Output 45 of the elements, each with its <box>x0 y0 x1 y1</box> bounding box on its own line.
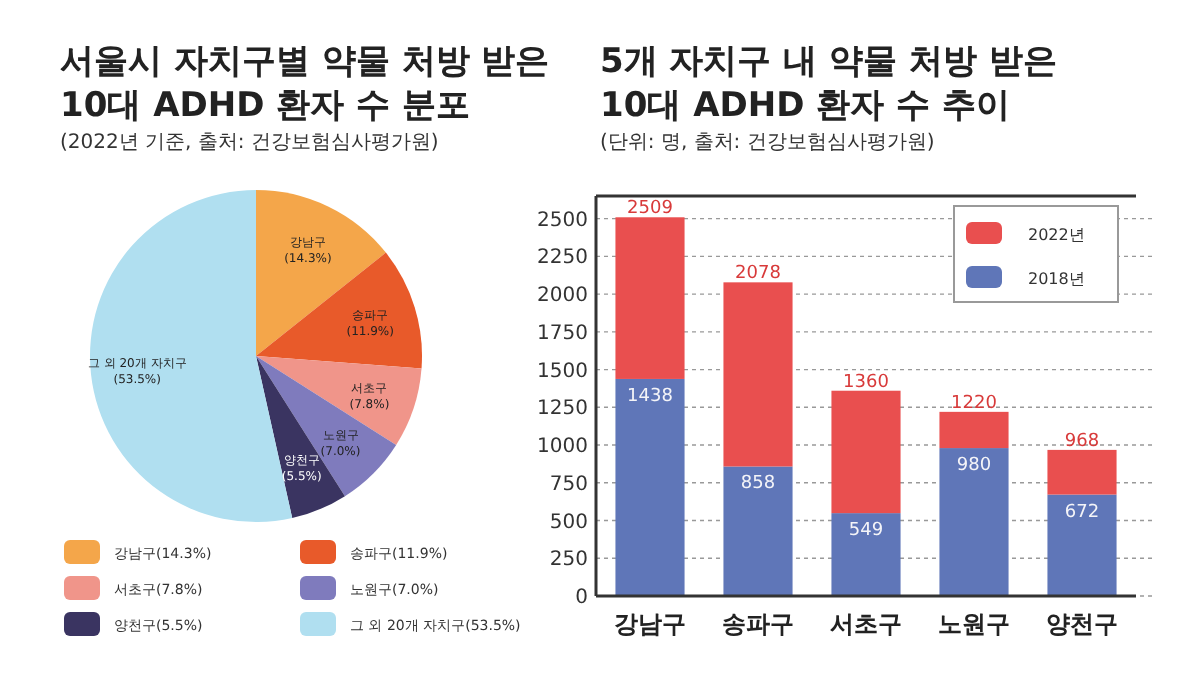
legend-label: 2018년 <box>1028 270 1085 288</box>
x-tick-label: 양천구 <box>1046 610 1118 638</box>
chart-subtitle: (2022년 기준, 출처: 건강보험심사평가원) <box>60 132 439 154</box>
bar <box>615 217 685 379</box>
total-label: 1220 <box>951 393 998 414</box>
total-label: 1360 <box>843 372 890 393</box>
y-tick-label: 0 <box>575 587 588 609</box>
y-tick-label: 1250 <box>537 398 588 421</box>
y-tick-label: 1500 <box>537 360 588 383</box>
bar <box>939 448 1009 596</box>
data-label: 1438 <box>627 386 674 407</box>
legend-label: 2022년 <box>1028 226 1085 244</box>
pie-slice <box>256 252 422 369</box>
bar <box>615 378 685 596</box>
y-tick-label: 500 <box>549 511 588 534</box>
chart-title: 5개 자치구 내 약물 처방 받은 10대 ADHD 환자 수 추이 <box>600 42 1057 126</box>
data-label: 549 <box>848 521 884 542</box>
y-tick-label: 250 <box>549 549 588 572</box>
y-tick-label: 750 <box>549 473 588 496</box>
data-label: 858 <box>740 474 776 495</box>
bar <box>831 513 901 596</box>
y-tick-label: 1000 <box>537 436 588 459</box>
y-tick-label: 2250 <box>537 247 588 270</box>
total-label: 2078 <box>735 264 782 285</box>
bar <box>1047 449 1117 495</box>
bar <box>723 466 793 596</box>
x-tick-label: 강남구 <box>614 610 686 638</box>
bar <box>939 411 1009 449</box>
y-tick-label: 2000 <box>537 285 588 308</box>
bar <box>1047 494 1117 596</box>
y-tick-label: 1750 <box>537 322 588 345</box>
x-tick-label: 송파구 <box>722 610 794 638</box>
chart-title: 서울시 자치구별 약물 처방 받은 10대 ADHD 환자 수 분포 <box>60 42 550 126</box>
pie-slice <box>256 356 422 445</box>
chart-subtitle: (단위: 명, 출처: 건강보험심사평가원) <box>600 132 935 154</box>
bar <box>723 282 793 467</box>
pie-slice <box>256 356 397 497</box>
total-label: 2509 <box>627 199 674 220</box>
data-label: 980 <box>956 456 992 477</box>
y-tick-label: 2500 <box>537 209 588 232</box>
x-tick-label: 노원구 <box>938 610 1010 638</box>
data-label: 672 <box>1064 502 1100 523</box>
total-label: 968 <box>1064 431 1100 452</box>
bar <box>831 390 901 514</box>
x-tick-label: 서초구 <box>830 610 902 638</box>
